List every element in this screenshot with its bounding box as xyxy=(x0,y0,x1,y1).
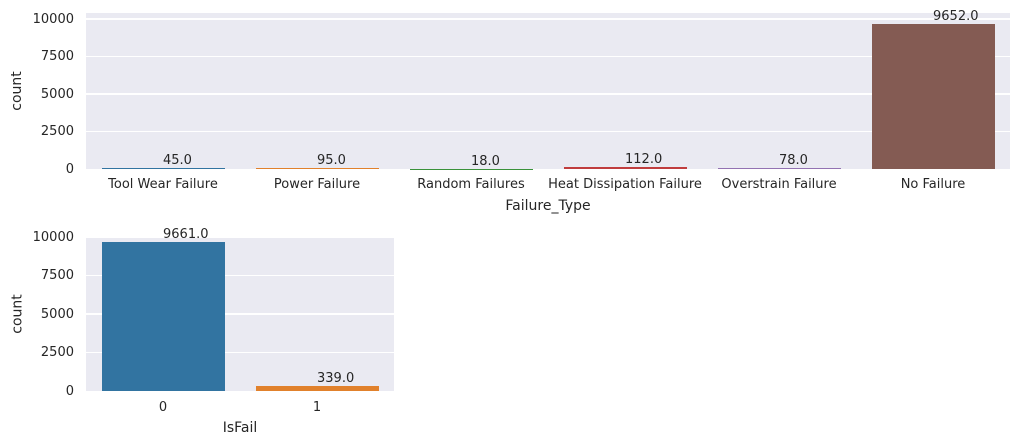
y-tick-label: 5000 xyxy=(40,306,74,322)
y-tick-label: 5000 xyxy=(40,86,74,102)
bar xyxy=(255,385,379,391)
y-tick-label: 2500 xyxy=(40,124,74,139)
gridline xyxy=(86,93,1010,95)
bar-value-label: 95.0 xyxy=(317,152,346,168)
y-axis-label: count xyxy=(9,293,25,334)
y-tick-label: 10000 xyxy=(32,229,74,245)
bar xyxy=(717,167,841,169)
x-tick-label: 0 xyxy=(158,400,168,415)
x-tick-label: No Failure xyxy=(900,177,966,192)
x-tick-label: Overstrain Failure xyxy=(721,177,837,192)
gridline xyxy=(86,274,394,277)
gridline xyxy=(86,55,1010,58)
y-tick-label: 7500 xyxy=(40,49,74,64)
x-axis-label: IsFail xyxy=(222,420,258,436)
gridline xyxy=(86,351,394,354)
bar-value-label: 78.0 xyxy=(779,152,808,168)
bar xyxy=(101,242,225,391)
bar-value-label: 18.0 xyxy=(471,153,500,169)
y-tick-label: 2500 xyxy=(40,345,74,360)
y-tick-label: 0 xyxy=(65,383,74,399)
bar xyxy=(255,167,379,169)
bar-value-label: 112.0 xyxy=(625,152,663,168)
y-tick-label: 10000 xyxy=(32,11,74,27)
bar xyxy=(871,24,995,169)
plot-area xyxy=(86,13,1010,169)
bar xyxy=(101,168,225,169)
bar-value-label: 9661.0 xyxy=(163,227,209,243)
y-tick-label: 7500 xyxy=(40,268,74,283)
x-axis-label: Failure_Type xyxy=(505,198,591,214)
x-tick-label: Power Failure xyxy=(273,177,361,192)
gridline xyxy=(86,236,394,238)
bar-value-label: 9652.0 xyxy=(933,9,979,25)
bar xyxy=(563,167,687,169)
x-tick-label: Tool Wear Failure xyxy=(108,177,218,192)
x-tick-label: 1 xyxy=(312,400,322,415)
y-tick-label: 0 xyxy=(65,161,74,177)
bar-value-label: 45.0 xyxy=(163,153,192,169)
x-tick-label: Random Failures xyxy=(417,177,525,192)
gridline xyxy=(86,130,1010,133)
x-tick-label: Heat Dissipation Failure xyxy=(548,177,702,192)
y-axis-label: count xyxy=(9,71,25,111)
gridline xyxy=(86,313,394,315)
gridline xyxy=(86,18,1010,20)
bar-value-label: 339.0 xyxy=(317,370,355,386)
